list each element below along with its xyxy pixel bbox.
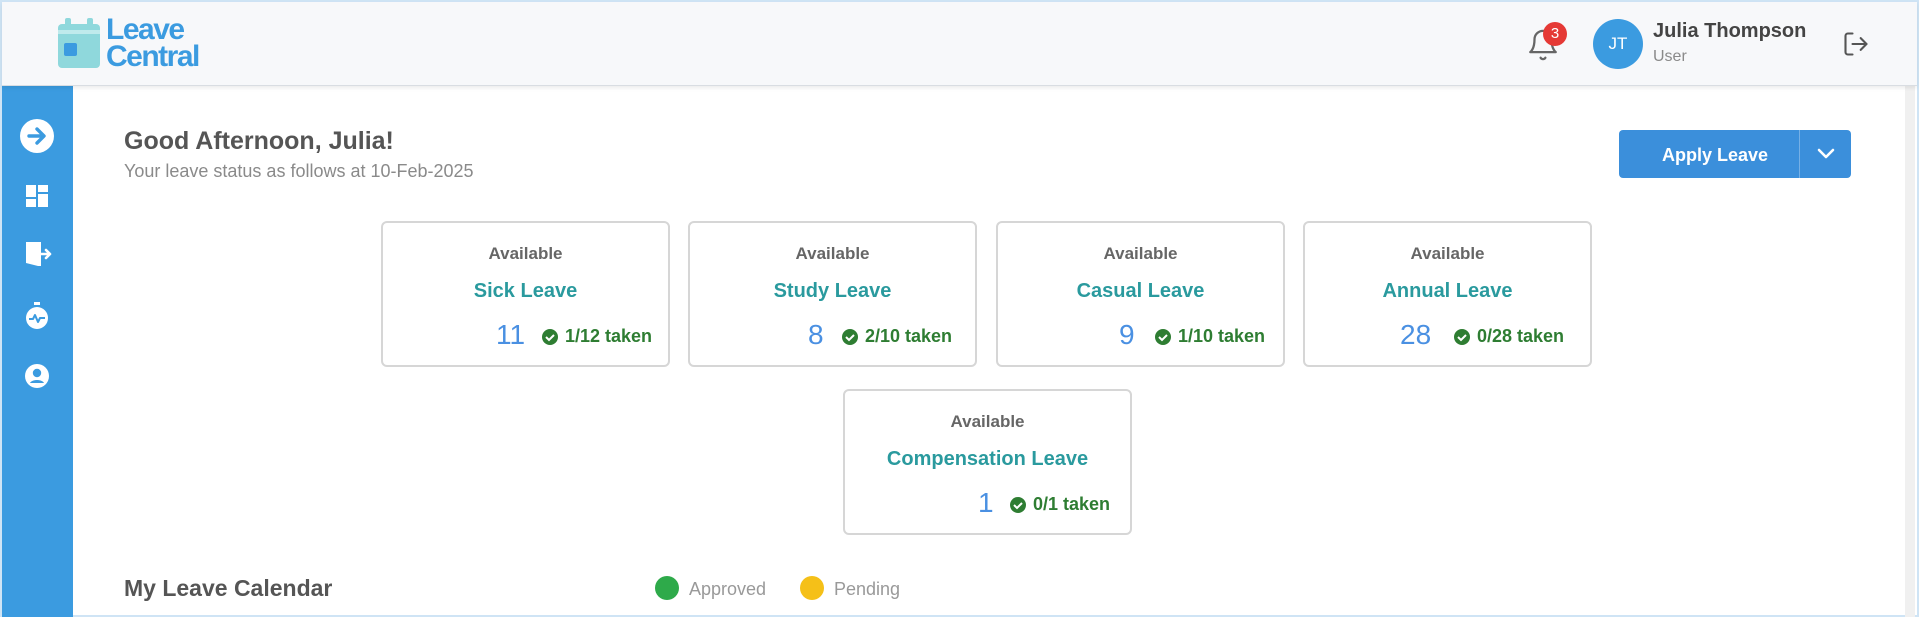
check-circle-icon <box>842 328 858 345</box>
button-divider <box>1799 130 1800 178</box>
apply-leave-button[interactable]: Apply Leave <box>1619 130 1851 178</box>
taken-info: 1/12 taken <box>541 326 652 347</box>
taken-text: 2/10 taken <box>865 326 953 346</box>
available-count: 28 <box>1400 319 1432 350</box>
taken-text: 0/28 taken <box>1477 326 1565 346</box>
dashboard-icon[interactable] <box>19 178 55 214</box>
user-role: User <box>1653 48 1687 65</box>
leave-type: Sick Leave <box>473 280 578 302</box>
approved-legend-label: Approved <box>689 579 767 599</box>
app-logo[interactable]: Leave Central <box>56 13 200 73</box>
leave-type: Study Leave <box>773 280 892 302</box>
pending-legend-dot <box>800 576 824 600</box>
status-subline: Your leave status as follows at 10-Feb-2… <box>124 161 474 181</box>
taken-text: 0/1 taken <box>1033 494 1111 514</box>
available-count: 11 <box>496 319 526 350</box>
sidebar <box>2 86 73 617</box>
leave-card-study[interactable]: Available Study Leave 8 2/10 taken <box>688 221 977 367</box>
leave-type: Annual Leave <box>1382 280 1513 302</box>
available-label: Available <box>1410 244 1485 263</box>
leave-type: Casual Leave <box>1076 280 1205 302</box>
available-label: Available <box>488 244 563 263</box>
available-label: Available <box>950 412 1025 431</box>
avatar[interactable]: JT <box>1593 19 1643 69</box>
top-header: Leave Central 3 JT Julia Thompson User <box>2 2 1917 86</box>
check-circle-icon <box>542 328 558 345</box>
leave-card-compensation[interactable]: Available Compensation Leave 1 0/1 taken <box>843 389 1132 535</box>
taken-info: 0/28 taken <box>1453 326 1564 347</box>
approved-legend-dot <box>655 576 679 600</box>
notification-badge: 3 <box>1543 22 1567 46</box>
profile-icon[interactable] <box>19 358 55 394</box>
leave-card-annual[interactable]: Available Annual Leave 28 0/28 taken <box>1303 221 1592 367</box>
page-scrollbar[interactable] <box>1905 86 1915 617</box>
brand-text: Leave Central <box>106 13 200 73</box>
leave-card-sick[interactable]: Available Sick Leave 11 1/12 taken <box>381 221 670 367</box>
brand-line-2: Central <box>106 40 200 73</box>
arrow-right-circle-icon[interactable] <box>19 118 55 154</box>
pending-legend-label: Pending <box>834 579 901 599</box>
check-circle-icon <box>1454 328 1470 345</box>
taken-info: 1/10 taken <box>1154 326 1265 347</box>
stopwatch-pulse-icon[interactable] <box>19 298 55 334</box>
available-label: Available <box>1103 244 1178 263</box>
greeting-title: Good Afternoon, Julia! <box>124 127 394 155</box>
logout-icon[interactable] <box>1842 30 1870 58</box>
chevron-down-icon[interactable] <box>1814 142 1838 166</box>
leave-type: Compensation Leave <box>886 448 1089 470</box>
check-circle-icon <box>1010 496 1026 513</box>
apply-leave-label: Apply Leave <box>1662 145 1769 165</box>
available-count: 9 <box>1119 319 1135 350</box>
taken-info: 2/10 taken <box>841 326 952 347</box>
brand-line-1: Leave <box>106 13 185 46</box>
taken-text: 1/12 taken <box>565 326 653 346</box>
leave-card-casual[interactable]: Available Casual Leave 9 1/10 taken <box>996 221 1285 367</box>
exit-door-icon[interactable] <box>19 236 55 272</box>
taken-text: 1/10 taken <box>1178 326 1266 346</box>
calendar-logo-icon <box>58 18 100 68</box>
available-label: Available <box>795 244 870 263</box>
user-name: Julia Thompson <box>1653 20 1807 42</box>
taken-info: 0/1 taken <box>1009 494 1110 515</box>
available-count: 8 <box>808 319 824 350</box>
available-count: 1 <box>978 487 994 518</box>
check-circle-icon <box>1155 328 1171 345</box>
calendar-title: My Leave Calendar <box>124 575 333 601</box>
